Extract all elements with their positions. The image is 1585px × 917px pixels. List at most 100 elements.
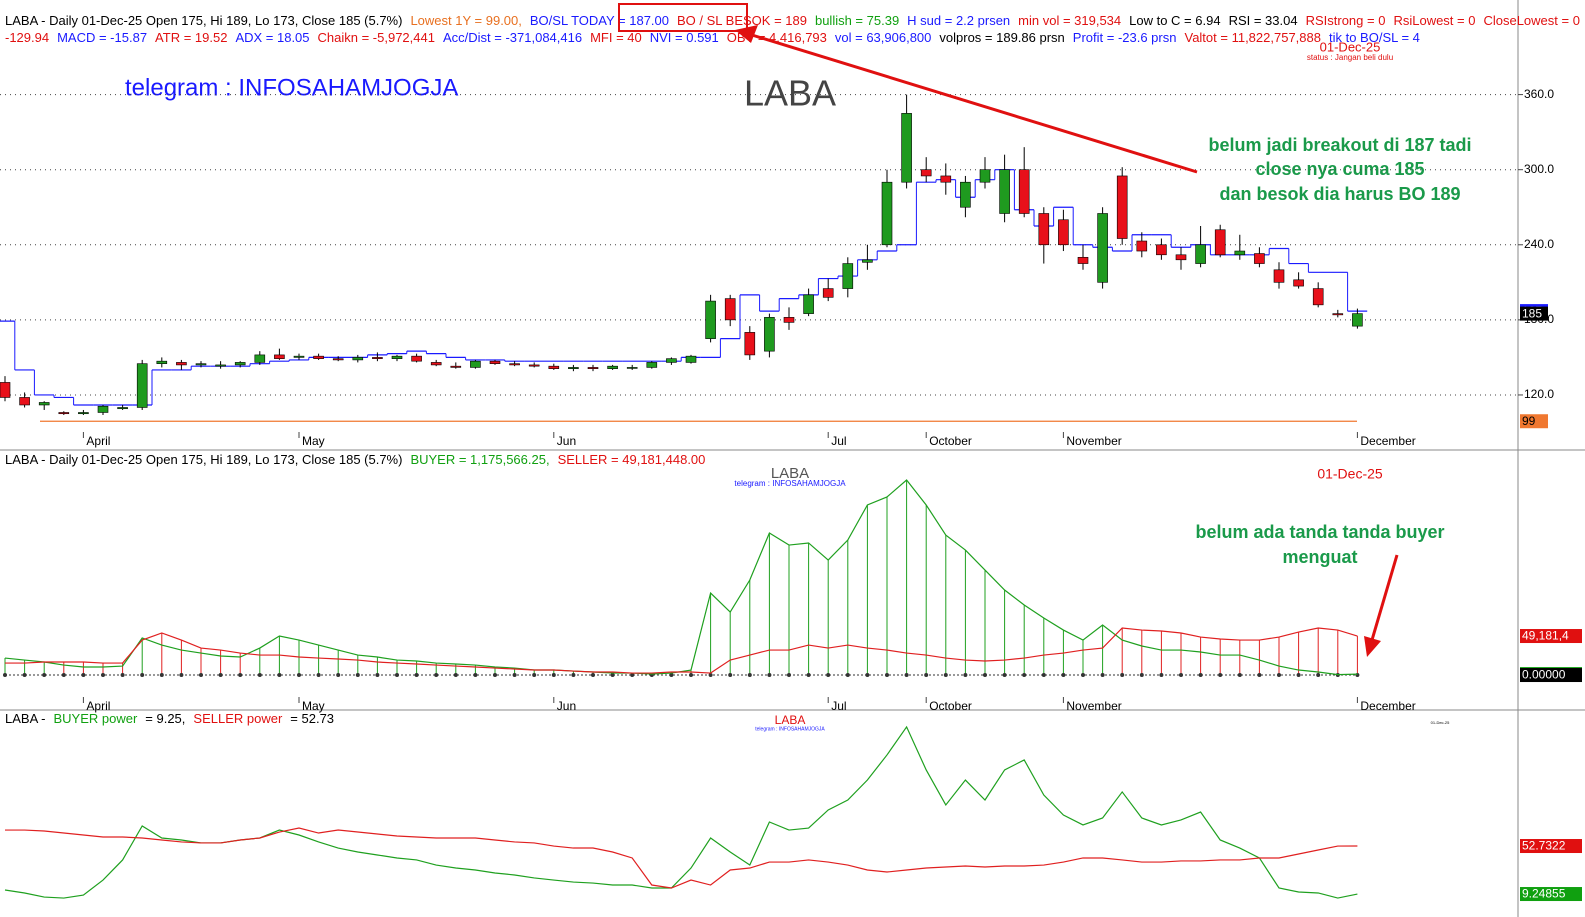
baseline-dot xyxy=(42,673,47,678)
baseline-dot xyxy=(1081,673,1085,678)
annotation: telegram : INFOSAHAMJOGJA xyxy=(755,726,825,732)
candle-body xyxy=(979,169,991,183)
candle-body xyxy=(626,367,638,369)
baseline-dot xyxy=(1316,673,1321,678)
x-tick-label: November xyxy=(1066,434,1121,448)
annotation: 01-Dec-25 xyxy=(1317,466,1383,482)
candle-body xyxy=(38,402,50,406)
candle-body xyxy=(1214,229,1226,256)
candle-body xyxy=(1156,244,1167,256)
annotation: belum ada tanda tanda buyer xyxy=(1195,522,1444,542)
chart-title: LABA xyxy=(744,73,836,114)
header-line: LABA - Daily 01-Dec-25 Open 175, Hi 189,… xyxy=(5,13,1585,28)
candle-body xyxy=(803,294,814,314)
y-tick-label: 120.0 xyxy=(1524,387,1554,401)
baseline-dot xyxy=(1296,673,1301,678)
candle-body xyxy=(313,355,324,359)
baseline-dot xyxy=(865,673,870,678)
candle-body xyxy=(391,355,403,359)
series-line xyxy=(5,627,1358,674)
y-tick-label: 240.0 xyxy=(1524,237,1554,251)
header-line: -129.94 MACD = -15.87 ATR = 19.52 ADX = 18.… xyxy=(5,30,1420,45)
header-item: H sud = 2.2 prsen xyxy=(907,13,1010,28)
x-tick-label: May xyxy=(302,434,325,448)
header-item: SELLER power xyxy=(193,711,283,726)
header-item: bullish = 75.39 xyxy=(815,13,899,28)
candle-body xyxy=(1136,240,1148,252)
marks: LABA - Daily 01-Dec-25 Open 175, Hi 189,… xyxy=(0,13,1585,902)
baseline-dot xyxy=(983,673,987,678)
header-item: Valtot = 11,822,757,888 xyxy=(1184,30,1321,45)
baseline-dot xyxy=(218,673,223,678)
candle-body xyxy=(1058,219,1069,246)
header-item: = 9.25, xyxy=(145,711,185,726)
header-item: RSI = 33.04 xyxy=(1229,13,1298,28)
candle-body xyxy=(136,363,148,408)
header-item: = 52.73 xyxy=(290,711,334,726)
candle-body xyxy=(960,181,971,208)
baseline-dot xyxy=(81,673,86,678)
candle-body xyxy=(607,365,618,369)
baseline-dot xyxy=(747,673,752,678)
x-tick-label: April xyxy=(86,699,110,713)
candle-body xyxy=(19,397,30,406)
header-item: BUYER = 1,175,566.25, xyxy=(410,452,549,467)
candle-body xyxy=(783,317,795,323)
baseline-dot xyxy=(512,673,517,678)
arrow xyxy=(1370,554,1399,641)
header-item: Lowest 1Y = 99.00, xyxy=(410,13,521,28)
annotation: close nya cuma 185 xyxy=(1255,159,1424,179)
candle-body xyxy=(176,362,187,366)
x-tick-label: Jun xyxy=(557,434,576,448)
baseline-dot xyxy=(1237,673,1242,678)
candle-body xyxy=(1116,175,1128,239)
header-line: LABA - Daily 01-Dec-25 Open 175, Hi 189,… xyxy=(5,452,705,467)
value-box xyxy=(1520,629,1582,644)
baseline-dot xyxy=(610,673,615,678)
baseline-dot xyxy=(316,673,321,678)
baseline-dot xyxy=(1002,673,1007,678)
baseline-dot xyxy=(1277,673,1281,678)
candle-body xyxy=(215,364,226,367)
candle-body xyxy=(274,354,285,359)
baseline-dot xyxy=(61,673,66,678)
baseline-dot xyxy=(963,673,968,678)
baseline-dot xyxy=(336,673,341,678)
candle-body xyxy=(254,354,266,363)
x-tick-label: December xyxy=(1360,434,1415,448)
header-item: ADX = 18.05 xyxy=(235,30,309,45)
baseline-dot xyxy=(551,673,556,678)
baseline-dot xyxy=(1120,673,1125,678)
value-box-label: 52.7322 xyxy=(1522,839,1566,853)
baseline-dot xyxy=(179,673,184,678)
candle-body xyxy=(1077,256,1089,264)
candle-body xyxy=(1352,313,1363,327)
y-tick-label: 300.0 xyxy=(1524,162,1554,176)
baseline-dot xyxy=(1257,673,1262,678)
baseline-dot xyxy=(591,673,595,678)
candle-body xyxy=(195,363,207,366)
callouts xyxy=(618,3,1399,657)
value-box-label: 0.00000 xyxy=(1522,668,1566,682)
baseline-dot xyxy=(199,673,203,678)
baseline-dot xyxy=(728,673,733,678)
baseline-dot xyxy=(806,673,811,678)
x-tick-label: May xyxy=(302,699,325,713)
candle-body xyxy=(1234,250,1246,256)
header-item: RsiLowest = 0 xyxy=(1393,13,1475,28)
candle-body xyxy=(372,357,383,359)
y-tick-label: 360.0 xyxy=(1524,87,1554,101)
chart-title: LABA xyxy=(775,713,806,727)
candle-body xyxy=(97,405,109,413)
candle-body xyxy=(1018,169,1030,214)
baseline-dot xyxy=(924,673,929,678)
candle-body xyxy=(1175,254,1187,261)
baseline-dot xyxy=(826,673,831,678)
baseline-dot xyxy=(1159,673,1164,678)
candle-body xyxy=(940,175,952,183)
x-tick-label: October xyxy=(929,434,972,448)
baseline-dot xyxy=(355,673,360,678)
x-tick-label: Jul xyxy=(831,699,846,713)
